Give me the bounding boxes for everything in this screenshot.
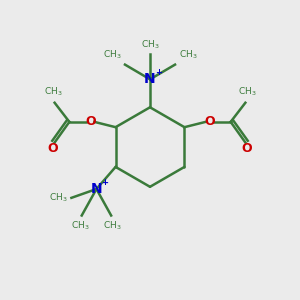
Text: +: + (155, 68, 162, 77)
Text: CH$_3$: CH$_3$ (141, 39, 159, 51)
Text: N: N (91, 182, 102, 196)
Text: CH$_3$: CH$_3$ (103, 219, 122, 232)
Text: O: O (85, 116, 96, 128)
Text: CH$_3$: CH$_3$ (178, 49, 197, 61)
Text: CH$_3$: CH$_3$ (103, 49, 122, 61)
Text: CH$_3$: CH$_3$ (238, 86, 256, 98)
Text: CH$_3$: CH$_3$ (49, 192, 68, 204)
Text: +: + (101, 178, 108, 187)
Text: CH$_3$: CH$_3$ (71, 219, 90, 232)
Text: O: O (242, 142, 252, 155)
Text: O: O (204, 116, 215, 128)
Text: N: N (144, 72, 156, 86)
Text: O: O (48, 142, 58, 155)
Text: CH$_3$: CH$_3$ (44, 86, 62, 98)
